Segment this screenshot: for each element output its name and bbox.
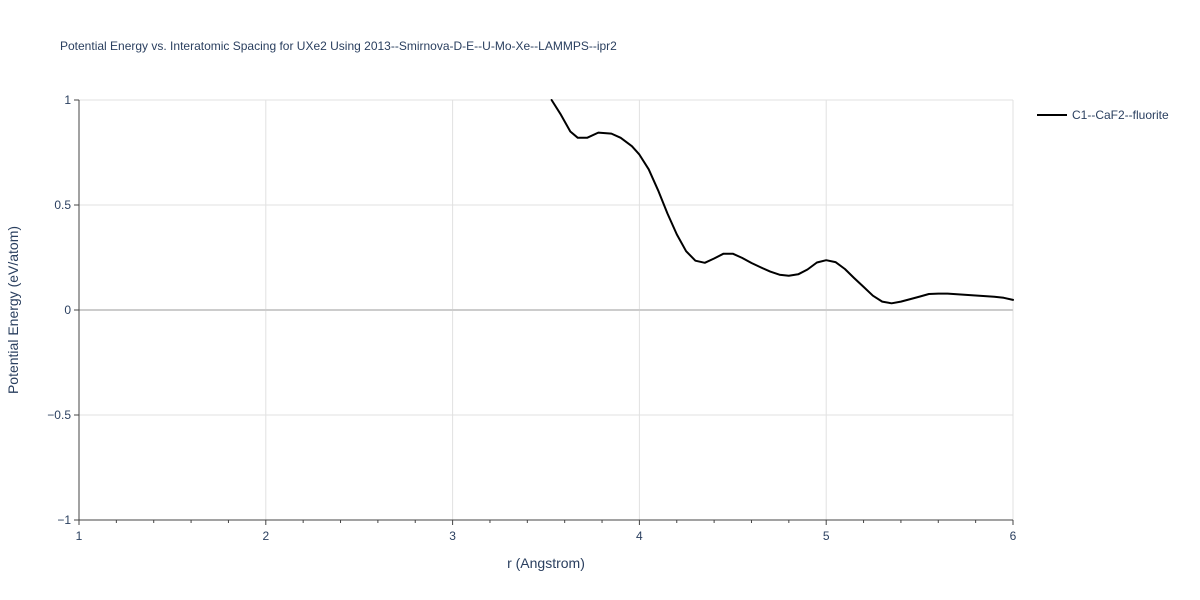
x-axis-title: r (Angstrom) [507, 555, 585, 571]
chart-title: Potential Energy vs. Interatomic Spacing… [60, 39, 617, 53]
x-tick-label: 1 [76, 529, 83, 543]
x-tick-label: 6 [1010, 529, 1017, 543]
series-layer [550, 99, 1014, 305]
legend-label[interactable]: C1--CaF2--fluorite [1072, 108, 1169, 122]
y-ticks: −1 −0.5 0 0.5 1 [47, 93, 79, 527]
legend[interactable]: C1--CaF2--fluorite [1037, 108, 1169, 122]
x-tick-label: 3 [449, 529, 456, 543]
y-tick-label: −1 [57, 513, 71, 527]
y-axis-title: Potential Energy (eV/atom) [5, 226, 21, 394]
grid [79, 99, 1014, 520]
series-line [550, 99, 1014, 305]
x-ticks: 1 2 3 4 5 6 [76, 520, 1017, 543]
x-tick-label: 2 [262, 529, 269, 543]
x-tick-label: 4 [636, 529, 643, 543]
y-tick-label: 1 [64, 93, 71, 107]
y-tick-label: −0.5 [47, 408, 71, 422]
x-tick-label: 5 [823, 529, 830, 543]
y-tick-label: 0.5 [54, 198, 71, 212]
y-tick-label: 0 [64, 303, 71, 317]
